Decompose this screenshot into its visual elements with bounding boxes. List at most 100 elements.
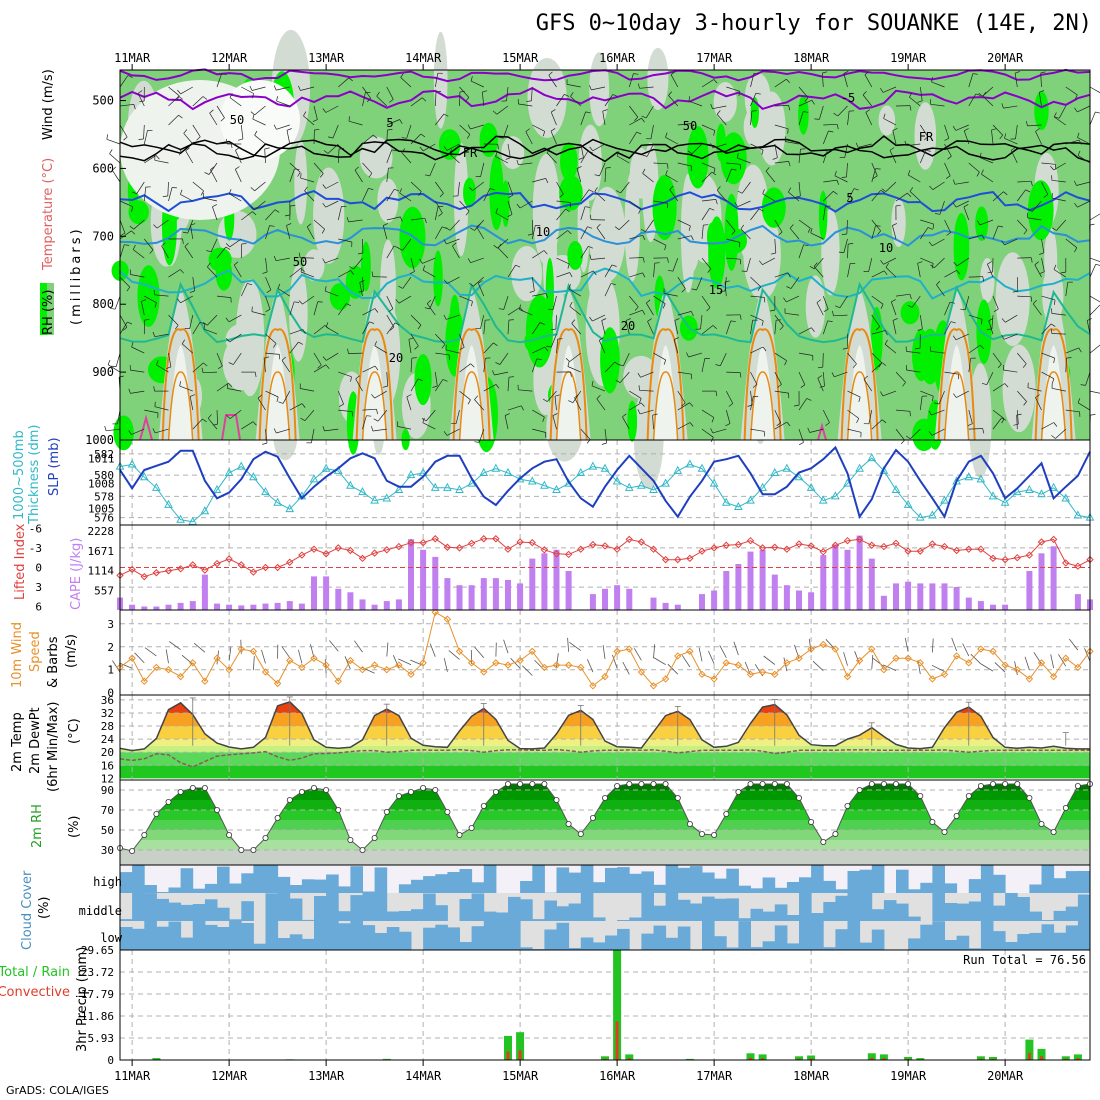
wind-barb-flag [1034,261,1039,266]
thickness-point [176,514,185,523]
wind-barb [847,188,855,202]
lifted-index-point [880,542,888,551]
wind-barb [359,282,363,297]
wind-barb-flag [593,270,597,276]
wind-speed-point [940,670,949,679]
wind-speed-point [467,659,476,667]
wind-barb-flag [622,413,627,418]
wind-barb-flag [274,209,280,213]
wind-barb-flag [493,342,498,346]
wind-barb-flag [322,356,327,361]
wind-barb [968,428,983,430]
wind-barb [858,143,872,148]
lifted-index-point [237,561,245,569]
wind-barb [1035,397,1042,411]
wind-barb-flag [1030,296,1033,302]
wind-barb [203,328,218,335]
wind-barb [131,346,145,354]
date-label-top: 16MAR [599,51,636,65]
cloud-bar [362,925,376,950]
precip-total-bar [746,1053,755,1060]
wind-barb [556,181,564,195]
wind-barb-flag [300,417,306,422]
wind-barb [774,124,789,130]
wind-barb-flag [185,147,190,152]
rh-moist-patch [433,250,443,307]
wind-speed-point [358,666,367,674]
wind-barb-flag [131,206,134,212]
wind-barb-flag [706,307,711,312]
wind-barb-flag [927,227,933,230]
surface-wind-barb [344,656,351,670]
wind-barb-flag [1004,133,1007,139]
wind-barb [300,86,315,91]
wind-barb-flag [686,352,689,358]
wind-barb-flag [465,97,470,102]
precip-total-bar [152,1058,161,1060]
wind-barb [386,168,389,183]
wind-barb-flag [317,364,322,369]
rh-point [820,839,827,846]
surface-wind-barb [386,642,389,657]
wind-barb-flag [306,223,312,228]
wind-barb [833,314,848,317]
wind-speed-point [686,647,694,656]
rh-point [893,781,900,788]
wind-barb-flag [803,244,809,247]
wind-barb [556,339,558,354]
rh-dry-patch [511,245,543,302]
rh-point [189,785,196,792]
rh-point [1074,783,1081,790]
wind-barb-flag [1053,112,1057,118]
wind-barb [476,226,485,240]
wind-barb [883,118,897,126]
cape-bar [456,585,463,610]
wind-barb-flag [757,286,761,291]
lifted-index-point [589,540,597,549]
wind-barb [190,225,194,240]
surface-wind-barb [216,650,219,665]
cloud-bar [132,893,145,921]
cloud-bar [544,929,557,950]
wind-barb [556,208,566,221]
wind-barb-flag [1077,398,1081,403]
wind-barb-flag [184,242,189,247]
wind-barb-flag [376,91,380,97]
wind-barb [629,117,642,126]
wind-barb-flag [504,413,510,416]
wind-barb-flag [265,308,271,313]
temp-band [120,745,1090,753]
wind-barb [216,73,222,88]
surface-wind-barb [951,637,957,652]
contour-label: 5 [846,191,853,205]
wind-barb-flag [881,188,887,192]
lifted-index-label: Lifted Index [13,523,28,600]
wind-barb [374,345,387,354]
surface-wind-barb [329,640,339,652]
wind-speed-point [577,663,585,672]
wind-barb [1054,116,1066,126]
wind-barb [156,219,169,229]
wind-barb-flag [350,270,354,275]
cloud-bar [896,903,909,921]
cloud-bar [762,941,776,950]
contour-30 [221,414,241,441]
wind-barb-flag [190,394,196,397]
wind-barb-flag [667,257,669,263]
wind-barb [847,263,851,278]
wind-barb [919,86,923,101]
wind-barb-flag [421,418,427,422]
precip-convective-bar [627,1058,631,1060]
lifted-index-point [552,550,561,558]
rh-moist-patch [438,129,461,160]
wind-barb-flag [715,199,718,205]
cloud-bar [398,931,412,950]
wind-barb-flag [182,238,184,244]
rh-point [796,795,803,802]
lifted-index-point [686,554,694,563]
wind-barb-flag [106,134,109,140]
wind-barb-flag [542,131,546,137]
surface-wind-barb [653,644,656,659]
wind-barb [408,339,412,354]
wind-barb-flag [401,137,407,139]
